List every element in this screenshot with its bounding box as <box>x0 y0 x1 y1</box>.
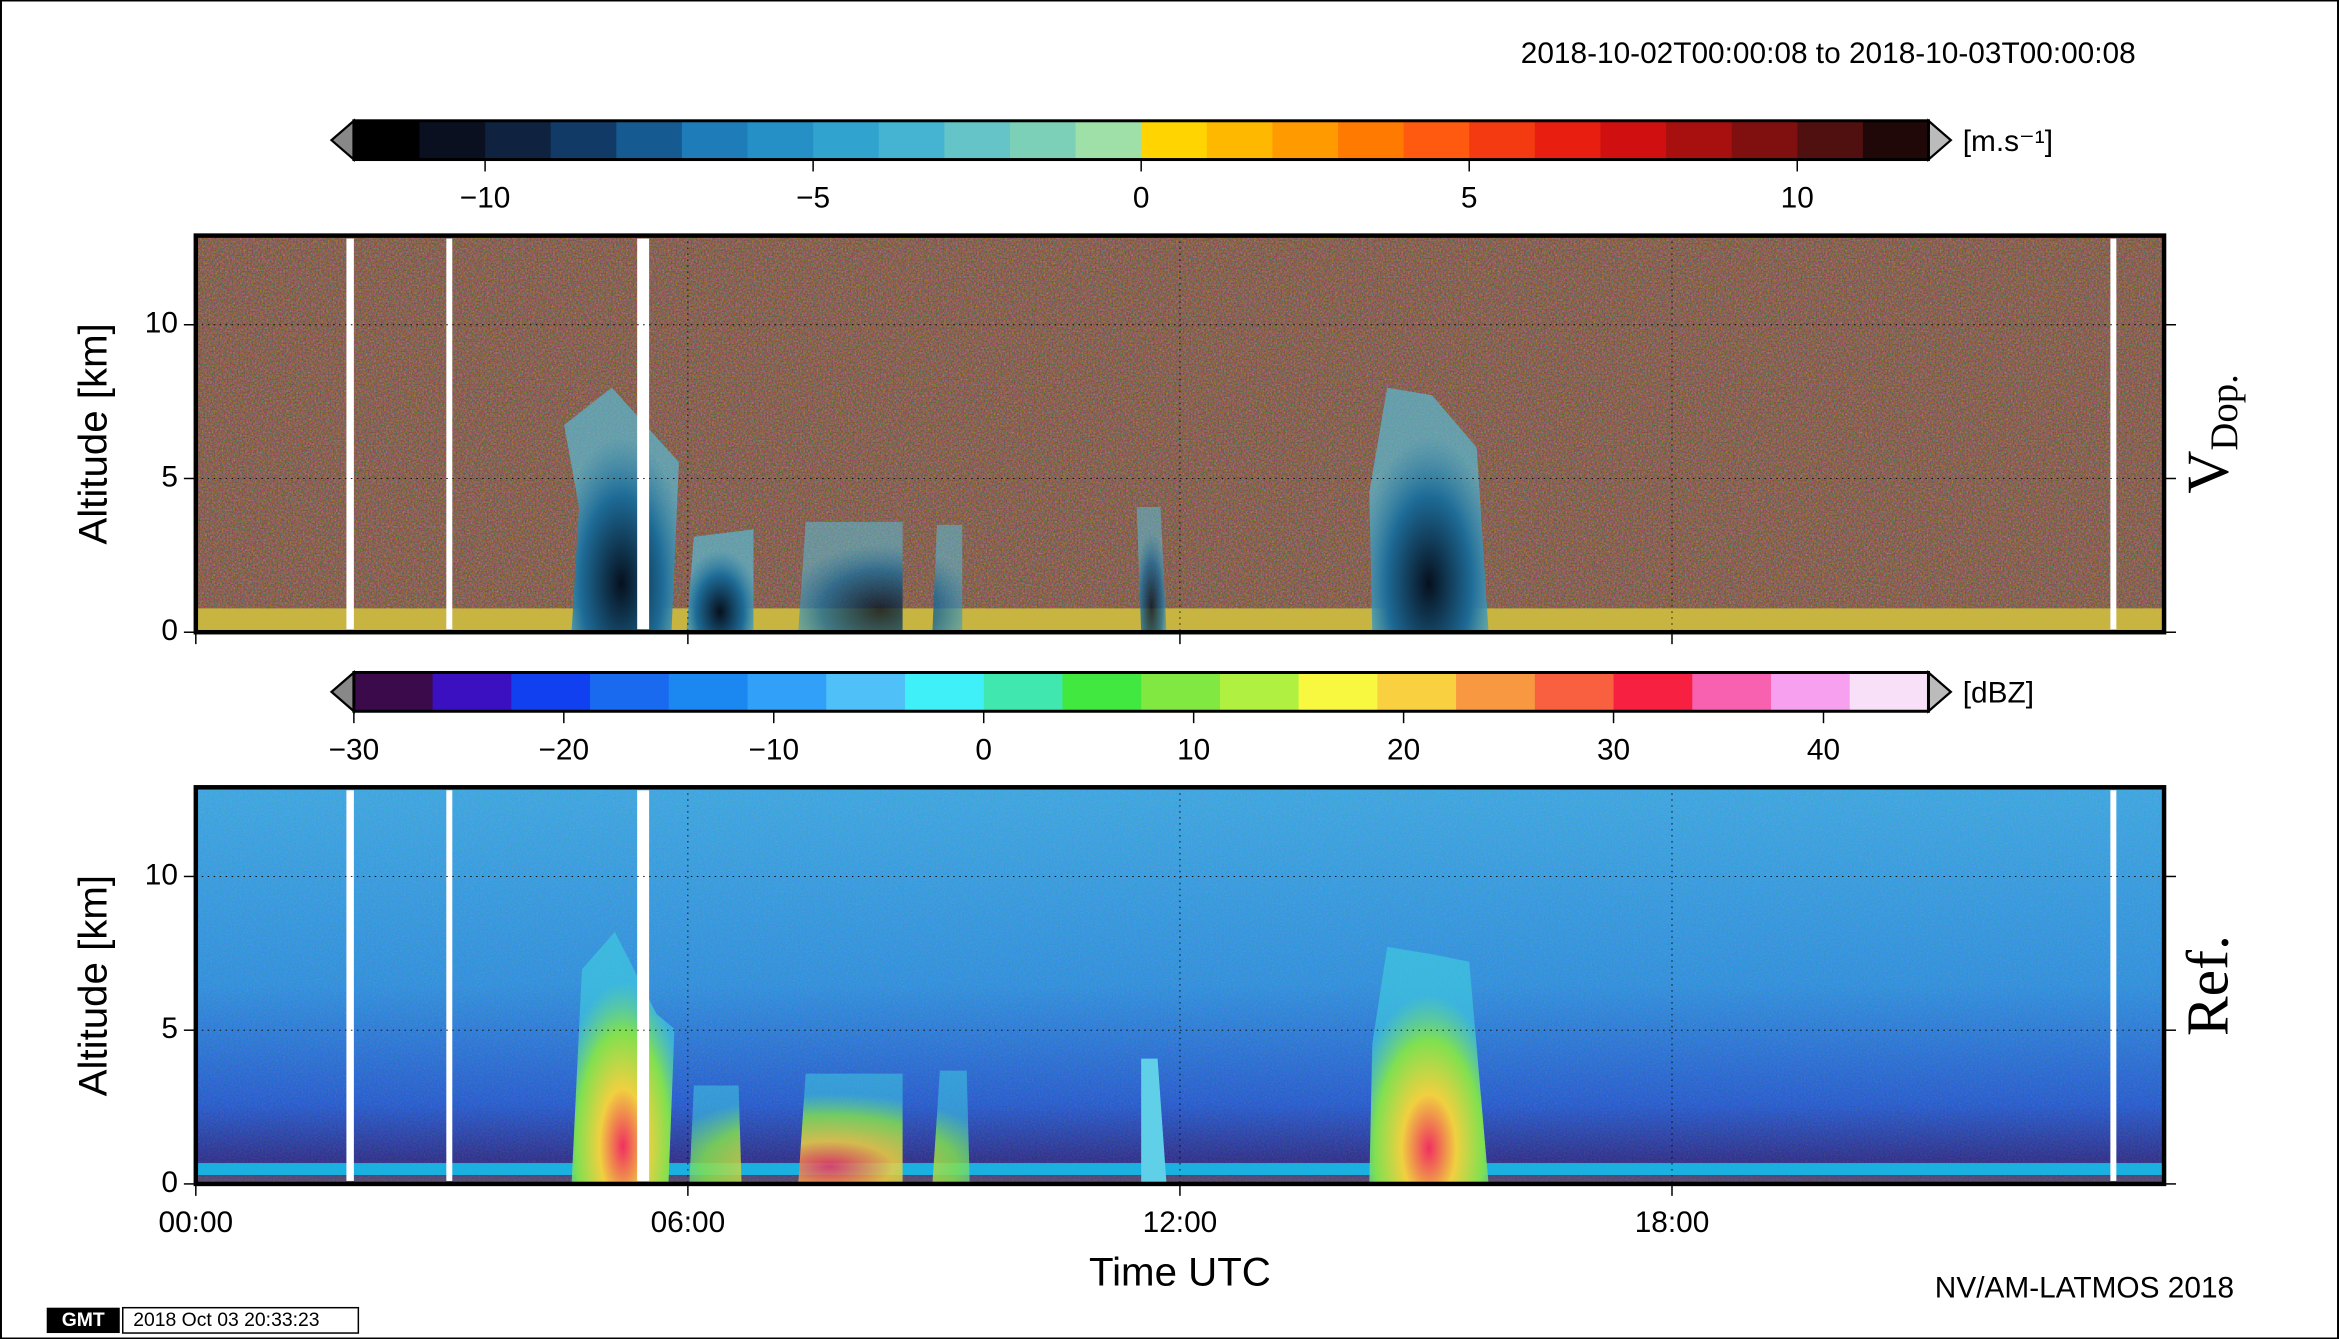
colorbar-swatch <box>1206 120 1274 160</box>
timestamp: 2018 Oct 03 20:33:23 <box>133 1309 319 1331</box>
panel-label: Ref. <box>2174 935 2240 1036</box>
logo-box <box>46 1307 120 1334</box>
panel-label-main: Ref. <box>2174 935 2240 1036</box>
colorbar-swatch <box>485 120 552 160</box>
y-tick-label: 0 <box>161 1166 178 1199</box>
y-axis-label: Altitude [km] <box>71 875 116 1096</box>
colorbar-swatch <box>419 120 486 160</box>
x-tick-label: 18:00 <box>1635 1206 1710 1239</box>
colorbar-tick-label: −10 <box>748 733 799 766</box>
panel-label: VDop. <box>2174 374 2246 493</box>
logo: GMT <box>62 1309 105 1331</box>
colorbar-swatch <box>550 120 618 160</box>
colorbar-tick-label: 10 <box>1781 182 1814 215</box>
colorbar-swatch <box>813 120 880 160</box>
colorbar-swatch <box>1075 120 1142 160</box>
colorbar-swatch <box>1731 120 1798 160</box>
colorbar-swatch <box>1009 120 1077 160</box>
colorbar-swatch <box>747 672 827 712</box>
plot-frame <box>193 233 2167 635</box>
colorbar-tick-label: −20 <box>539 733 590 766</box>
colorbar-swatch <box>944 120 1011 160</box>
colorbar-swatch <box>1666 120 1733 160</box>
colorbar-swatch <box>681 120 749 160</box>
x-tick-label: 00:00 <box>159 1206 234 1239</box>
colorbar-tick-label: 0 <box>975 733 992 766</box>
colorbar-swatch <box>353 672 434 712</box>
colorbar-swatch <box>1849 672 1930 712</box>
colorbar-swatch <box>1298 672 1379 712</box>
colorbar-swatch <box>1141 672 1221 712</box>
colorbar-swatch <box>1272 120 1339 160</box>
colorbar-tick-label: 30 <box>1597 733 1630 766</box>
y-axis-label: Altitude [km] <box>71 323 116 544</box>
y-tick-label: 0 <box>161 614 178 647</box>
time-range-title: 2018-10-02T00:00:08 to 2018-10-03T00:00:… <box>1521 37 2136 70</box>
colorbar-swatch <box>1403 120 1470 160</box>
y-tick-label: 5 <box>161 1012 178 1045</box>
colorbar-swatch <box>668 672 749 712</box>
panel-label-subscript: Dop. <box>2203 374 2246 450</box>
colorbar-swatch <box>1692 672 1772 712</box>
credit: NV/AM-LATMOS 2018 <box>1935 1272 2234 1305</box>
colorbar-swatch <box>1456 672 1536 712</box>
colorbar-frame <box>352 670 1930 713</box>
colorbar-tick-label: 0 <box>1133 182 1150 215</box>
x-tick-label: 06:00 <box>651 1206 726 1239</box>
colorbar-arrow-right <box>1927 670 1953 714</box>
colorbar-tick-label: 5 <box>1461 182 1478 215</box>
colorbar-swatch <box>1469 120 1536 160</box>
y-tick-label: 5 <box>161 460 178 493</box>
colorbar-unit: [m.s⁻¹] <box>1963 125 2053 158</box>
colorbar-swatch <box>1862 120 1930 160</box>
x-tick-label: 12:00 <box>1143 1206 1218 1239</box>
colorbar-swatch <box>616 120 683 160</box>
colorbar-tick-label: −30 <box>329 733 380 766</box>
colorbar-swatch <box>1337 120 1405 160</box>
y-tick-label: 10 <box>145 858 178 891</box>
colorbar-swatch <box>747 120 814 160</box>
colorbar-arrow-left <box>329 670 355 714</box>
colorbar-swatch <box>1613 672 1694 712</box>
colorbar-swatch <box>1219 672 1300 712</box>
panel-label-main: V <box>2174 451 2240 494</box>
colorbar-swatch <box>1771 672 1851 712</box>
timestamp-box <box>122 1306 360 1334</box>
colorbar-tick-label: −5 <box>796 182 830 215</box>
colorbar-swatch <box>1534 672 1615 712</box>
colorbar-swatch <box>1534 120 1602 160</box>
x-axis-label: Time UTC <box>1089 1250 1271 1295</box>
colorbar-arrow-left <box>329 118 355 162</box>
colorbar-tick-label: 10 <box>1177 733 1210 766</box>
colorbar-swatch <box>904 672 985 712</box>
colorbar-swatch <box>432 672 513 712</box>
colorbar-swatch <box>1141 120 1208 160</box>
colorbar-arrow-right <box>1927 118 1953 162</box>
colorbar-swatch <box>1797 120 1864 160</box>
colorbar-swatch <box>878 120 946 160</box>
colorbar-tick-label: 40 <box>1807 733 1840 766</box>
colorbar-unit: [dBZ] <box>1963 677 2034 710</box>
colorbar-swatch <box>826 672 906 712</box>
colorbar-swatch <box>1062 672 1142 712</box>
colorbar-swatch <box>353 120 421 160</box>
colorbar-swatch <box>1600 120 1667 160</box>
colorbar-tick-label: −10 <box>460 182 511 215</box>
plot-frame <box>193 785 2167 1187</box>
colorbar-tick-label: 20 <box>1387 733 1420 766</box>
colorbar-swatch <box>590 672 670 712</box>
colorbar-swatch <box>1377 672 1457 712</box>
colorbar-swatch <box>511 672 591 712</box>
colorbar-swatch <box>983 672 1064 712</box>
y-tick-label: 10 <box>145 307 178 340</box>
